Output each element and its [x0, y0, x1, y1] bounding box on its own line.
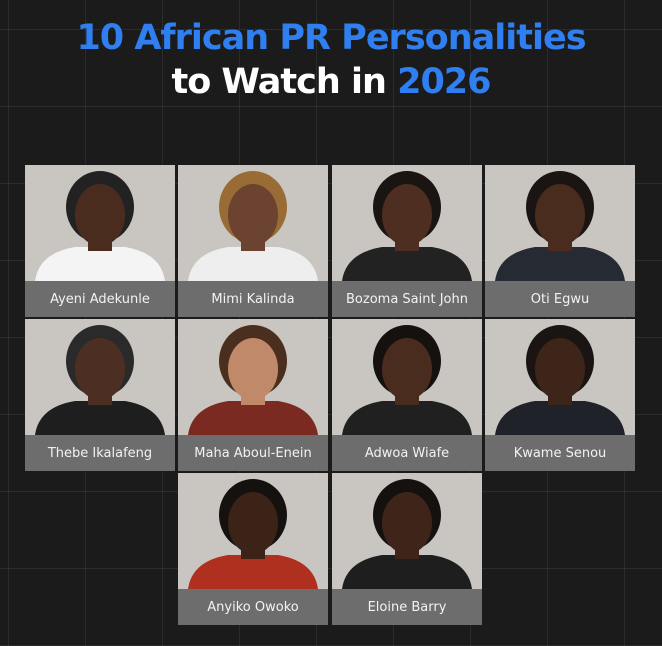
personality-card: Maha Aboul-Enein — [178, 319, 328, 471]
person-name: Thebe Ikalafeng — [25, 435, 175, 471]
person-name: Maha Aboul-Enein — [178, 435, 328, 471]
personality-card: Kwame Senou — [485, 319, 635, 471]
personality-card: Eloine Barry — [332, 473, 482, 625]
personality-card: Bozoma Saint John — [332, 165, 482, 317]
portrait-photo — [35, 325, 165, 435]
portrait-photo — [342, 479, 472, 589]
person-name: Bozoma Saint John — [332, 281, 482, 317]
portrait-photo — [188, 479, 318, 589]
portrait-photo — [342, 171, 472, 281]
portrait-photo — [495, 325, 625, 435]
person-name: Ayeni Adekunle — [25, 281, 175, 317]
title-line-2: to Watch in 2026 — [0, 62, 662, 102]
person-name: Oti Egwu — [485, 281, 635, 317]
portrait-photo — [188, 325, 318, 435]
title-line-1: 10 African PR Personalities — [76, 18, 586, 58]
person-name: Adwoa Wiafe — [332, 435, 482, 471]
personality-card: Mimi Kalinda — [178, 165, 328, 317]
portrait-photo — [495, 171, 625, 281]
personality-card: Thebe Ikalafeng — [25, 319, 175, 471]
personality-card: Ayeni Adekunle — [25, 165, 175, 317]
title-year: 2026 — [397, 62, 491, 102]
person-name: Eloine Barry — [332, 589, 482, 625]
personality-card: Anyiko Owoko — [178, 473, 328, 625]
person-name: Anyiko Owoko — [178, 589, 328, 625]
portrait-photo — [342, 325, 472, 435]
person-name: Mimi Kalinda — [178, 281, 328, 317]
title-prefix: to Watch in — [171, 62, 386, 102]
personality-card: Oti Egwu — [485, 165, 635, 317]
portrait-photo — [188, 171, 318, 281]
portrait-photo — [35, 171, 165, 281]
person-name: Kwame Senou — [485, 435, 635, 471]
personality-card: Adwoa Wiafe — [332, 319, 482, 471]
